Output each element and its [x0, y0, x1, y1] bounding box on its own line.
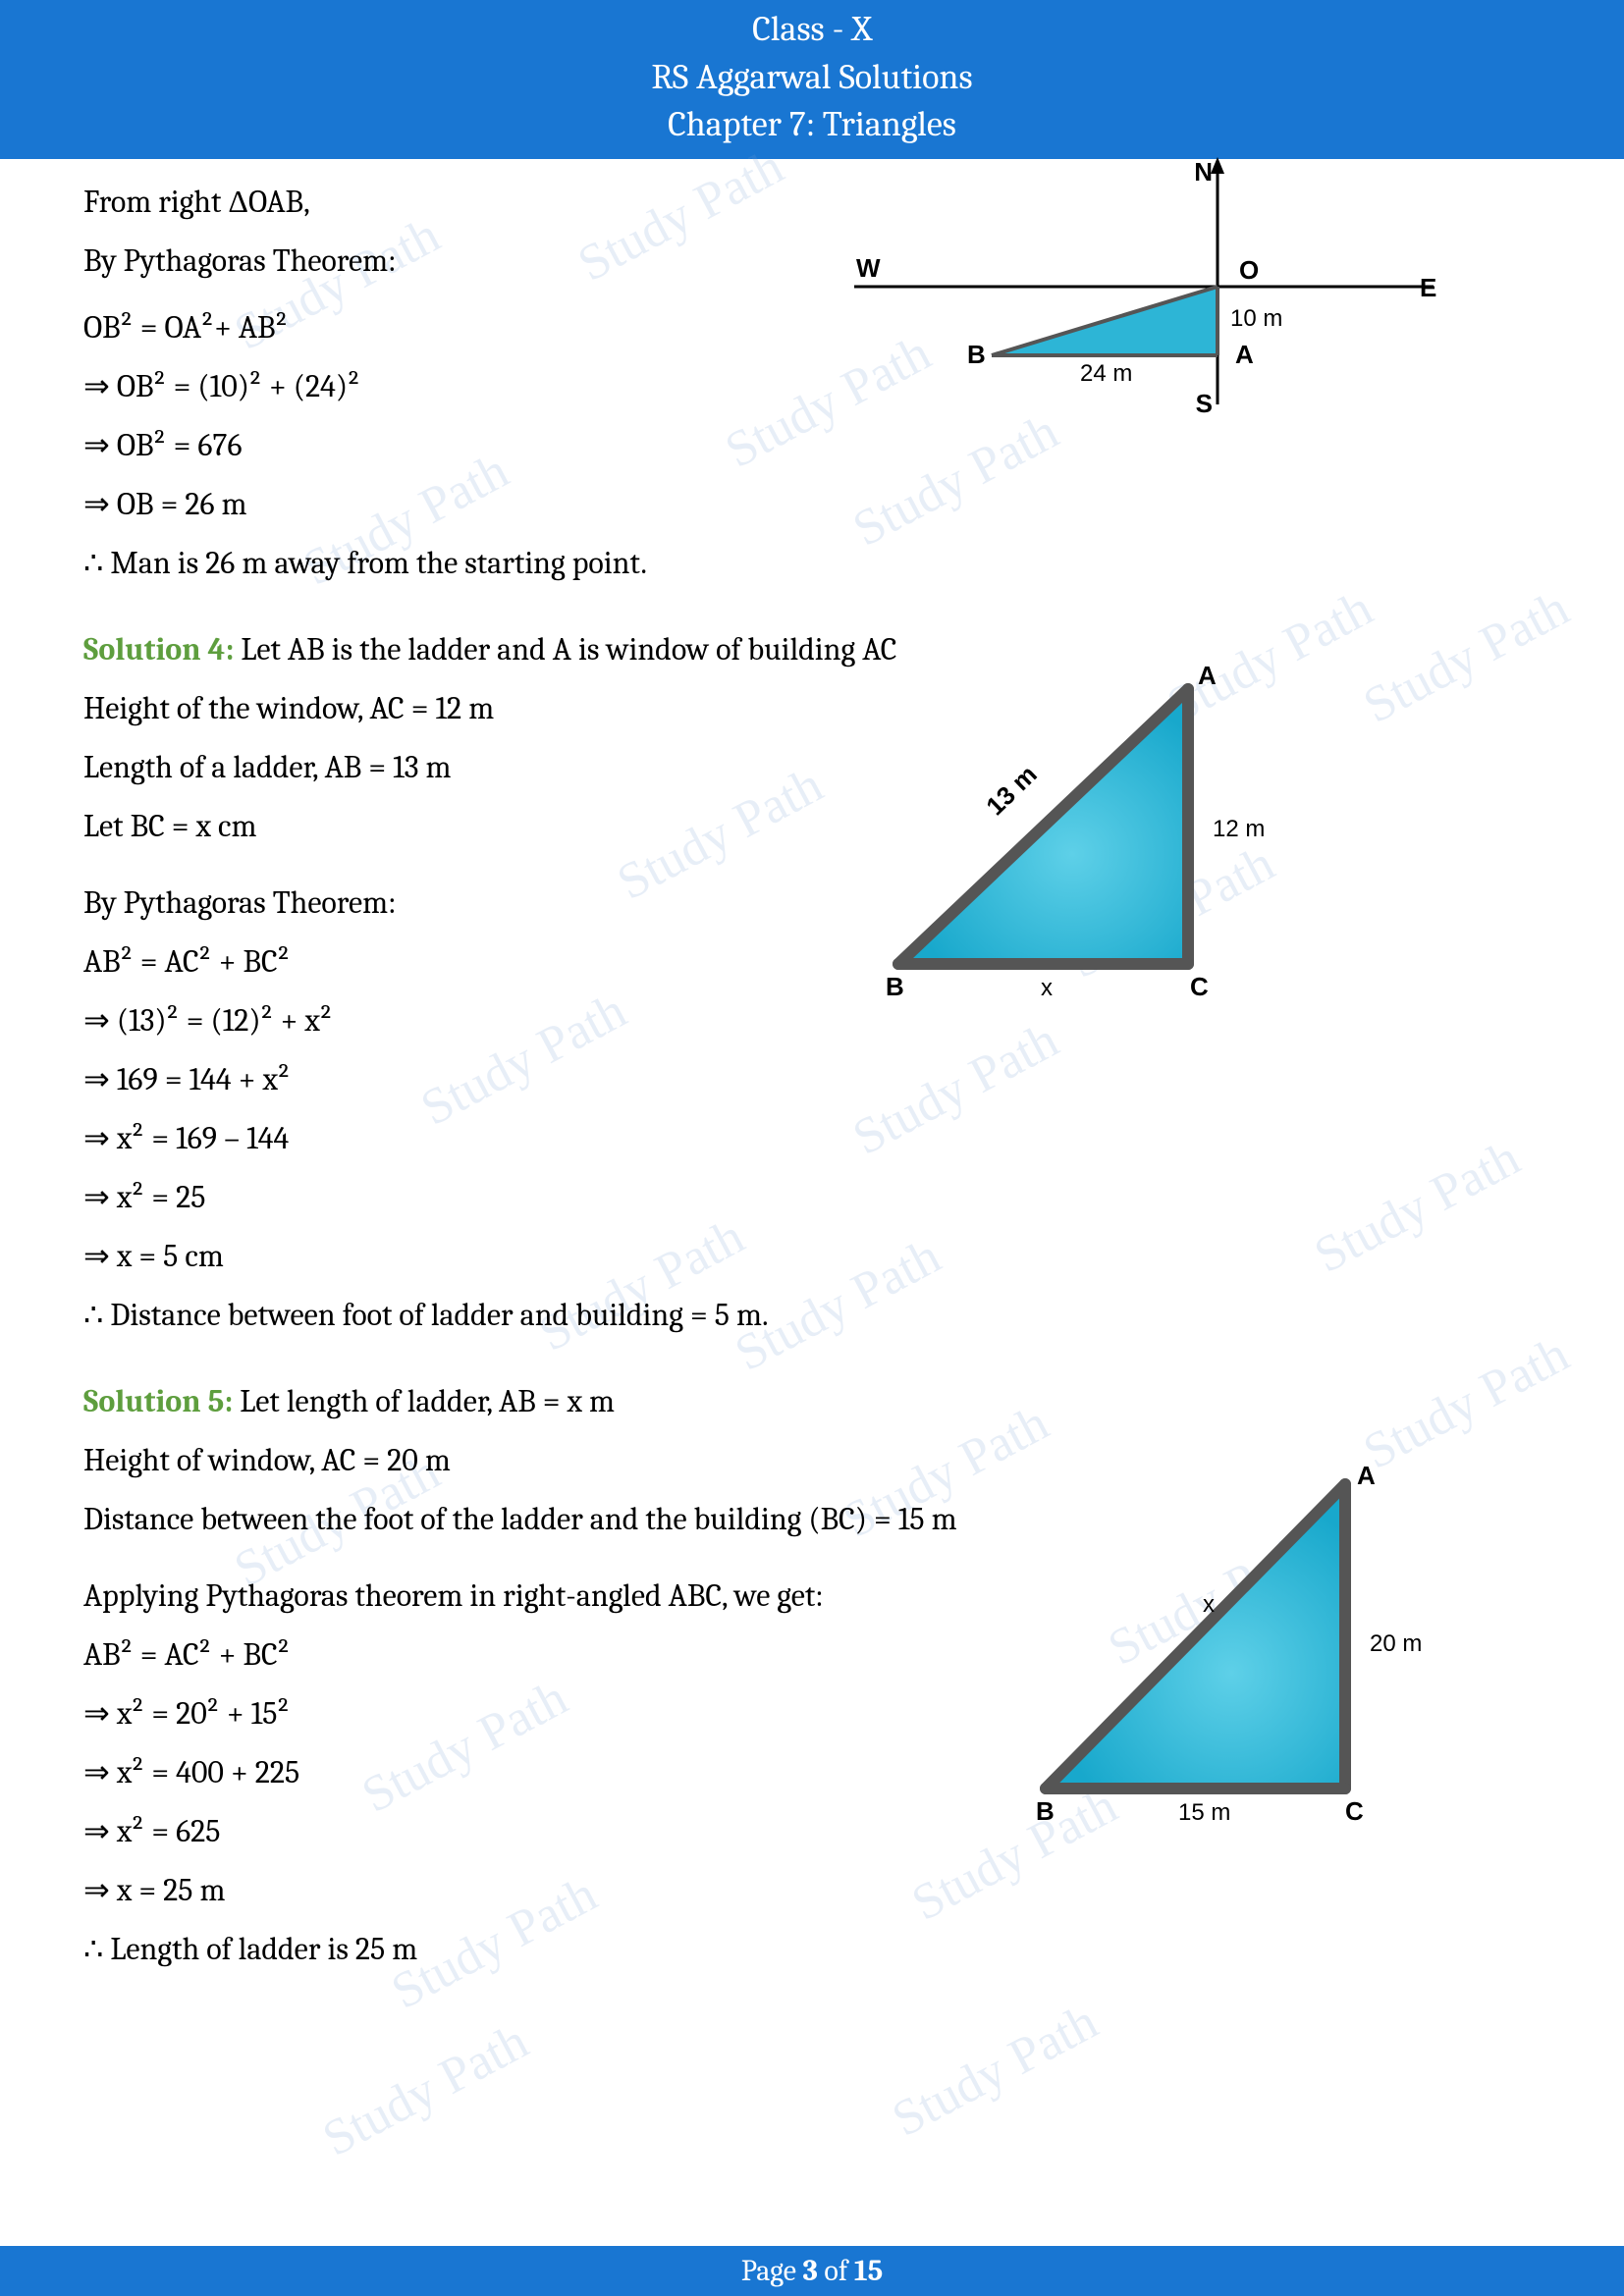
watermark: Study Path [313, 2012, 537, 2168]
sol4-line5: By Pythagoras Theorem: [83, 880, 1541, 927]
svg-text:A: A [1235, 340, 1254, 369]
svg-text:S: S [1196, 389, 1213, 418]
svg-text:20 m: 20 m [1370, 1630, 1422, 1657]
ladder-diagram-2: A B C x 20 m 15 m [982, 1455, 1473, 1847]
sol4-line7: ⇒ (13)² = (12)² + x² [83, 997, 1541, 1044]
sol5-line9: ⇒ x = 25 m [83, 1867, 1541, 1914]
svg-text:W: W [856, 253, 881, 283]
header-book: RS Aggarwal Solutions [0, 54, 1624, 102]
header-chapter: Chapter 7: Triangles [0, 101, 1624, 149]
page-header: Class - X RS Aggarwal Solutions Chapter … [0, 0, 1624, 159]
svg-text:N: N [1194, 157, 1213, 187]
svg-text:15 m: 15 m [1178, 1799, 1230, 1826]
svg-text:10 m: 10 m [1230, 305, 1282, 332]
footer-page: 3 [803, 2254, 818, 2288]
svg-text:B: B [886, 972, 904, 1001]
sol4-line10: ⇒ x² = 25 [83, 1174, 1541, 1221]
sol3-line6: ⇒ OB = 26 m [83, 481, 1541, 528]
sol4-line4: Let BC = x cm [83, 803, 1541, 850]
svg-text:B: B [1036, 1796, 1055, 1826]
sol5-line10: ∴ Length of ladder is 25 m [83, 1926, 1541, 1973]
footer-total: 15 [854, 2254, 883, 2288]
svg-text:13 m: 13 m [980, 759, 1042, 821]
svg-text:C: C [1345, 1796, 1364, 1826]
svg-text:A: A [1198, 661, 1217, 690]
page-footer: Page 3 of 15 [0, 2246, 1624, 2296]
svg-text:A: A [1357, 1461, 1376, 1490]
compass-diagram: N S W E O A B 10 m 24 m [795, 149, 1463, 444]
svg-text:12 m: 12 m [1213, 816, 1265, 842]
sol3-line7: ∴ Man is 26 m away from the starting poi… [83, 540, 1541, 587]
ladder-diagram-1: A B C 13 m 12 m x [825, 650, 1316, 1023]
sol4-line12: ∴ Distance between foot of ladder and bu… [83, 1292, 1541, 1339]
header-class: Class - X [0, 6, 1624, 54]
sol4-line2: Height of the window, AC = 12 m [83, 685, 1541, 732]
sol4-line9: ⇒ x² = 169 – 144 [83, 1115, 1541, 1162]
sol5-label: Solution 5: [83, 1383, 233, 1419]
svg-text:x: x [1041, 975, 1053, 1001]
svg-text:24 m: 24 m [1080, 360, 1132, 387]
footer-mid: of [818, 2254, 854, 2288]
sol4-line6: AB² = AC² + BC² [83, 938, 1541, 986]
watermark: Study Path [883, 1993, 1107, 2149]
sol4-line3: Length of a ladder, AB = 13 m [83, 744, 1541, 791]
svg-text:C: C [1190, 972, 1209, 1001]
footer-prefix: Page [741, 2254, 803, 2288]
sol4-line1: Let AB is the ladder and A is window of … [234, 631, 896, 667]
svg-text:E: E [1420, 273, 1436, 302]
sol5-line1: Let length of ladder, AB = x m [233, 1383, 615, 1419]
sol4-line8: ⇒ 169 = 144 + x² [83, 1056, 1541, 1103]
svg-text:O: O [1239, 255, 1259, 285]
sol4-line11: ⇒ x = 5 cm [83, 1233, 1541, 1280]
sol4-label: Solution 4: [83, 631, 234, 667]
sol5-line-intro: Solution 5: Let length of ladder, AB = x… [83, 1378, 1541, 1425]
sol4-line-intro: Solution 4: Let AB is the ladder and A i… [83, 626, 1541, 673]
svg-text:x: x [1203, 1591, 1215, 1618]
page-content: N S W E O A B 10 m 24 m From right ΔOAB,… [0, 159, 1624, 1973]
svg-text:B: B [967, 340, 986, 369]
